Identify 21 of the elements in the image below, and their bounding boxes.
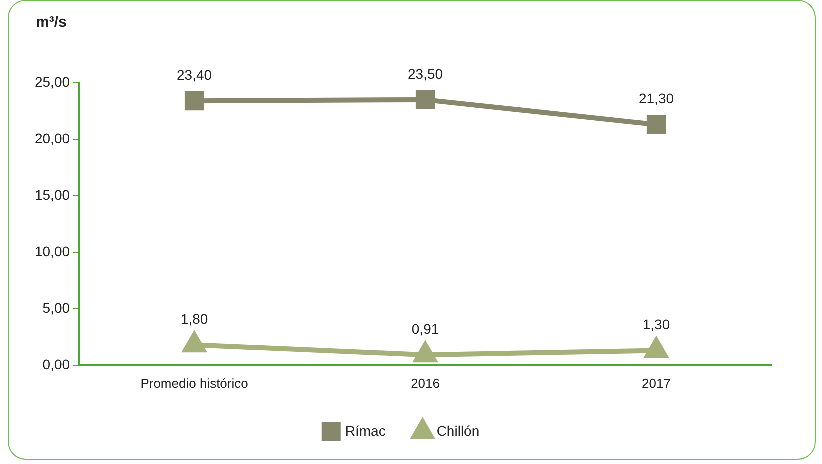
y-tick-label: 25,00: [34, 74, 70, 90]
x-tick-label: 2016: [411, 376, 440, 391]
y-tick-label: 20,00: [34, 130, 70, 146]
legend-label: Rímac: [345, 422, 386, 439]
legend-label: Chillón: [436, 422, 480, 439]
data-label: 1,30: [642, 316, 670, 333]
y-tick-label: 5,00: [42, 300, 70, 316]
data-label: 1,80: [180, 310, 208, 327]
data-label: 23,40: [177, 66, 212, 83]
x-tick-label: 2017: [642, 376, 671, 391]
y-tick-label: 0,00: [42, 356, 70, 372]
data-label: 0,91: [412, 320, 440, 337]
point: [416, 90, 436, 110]
x-tick-label: Promedio histórico: [140, 376, 248, 391]
data-label: 23,50: [408, 66, 444, 82]
y-tick-label: 10,00: [34, 243, 70, 260]
y-axis-title: m³/s: [36, 14, 67, 31]
point: [184, 92, 204, 111]
point: [646, 115, 666, 134]
data-label: 21,30: [638, 90, 674, 107]
y-tick-label: 15,00: [34, 186, 70, 203]
